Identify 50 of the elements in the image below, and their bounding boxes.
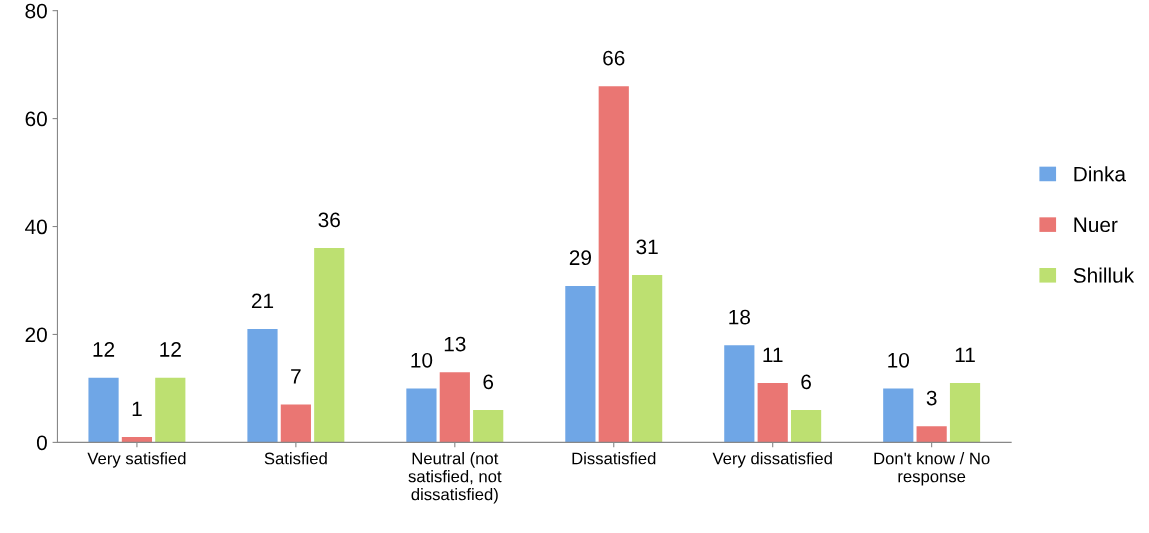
- bar: [724, 345, 755, 443]
- x-tick-label: Very dissatisfied: [712, 452, 832, 468]
- legend-label: Shilluk: [1073, 267, 1135, 283]
- y-tick-label: 40: [25, 219, 47, 235]
- x-tick-label: Don't know / No response: [874, 452, 990, 486]
- y-tick-label: 60: [25, 111, 47, 127]
- x-tick-label: Neutral (not satisfied, not dissatisfied): [408, 452, 502, 504]
- bar: [757, 383, 788, 443]
- bar: [247, 329, 278, 443]
- data-label: 12: [160, 342, 181, 357]
- data-label: 13: [444, 336, 466, 352]
- data-label: 7: [291, 369, 301, 384]
- data-label: 10: [888, 352, 910, 368]
- bar: [790, 410, 822, 443]
- bar: [406, 388, 437, 443]
- data-label: 18: [729, 309, 751, 325]
- data-label: 1: [132, 401, 142, 416]
- x-tick-label: Dissatisfied: [572, 452, 656, 465]
- legend-label: Dinka: [1074, 166, 1126, 182]
- data-label: 21: [251, 293, 274, 309]
- data-label: 29: [569, 250, 591, 266]
- bar: [949, 383, 981, 443]
- y-tick-label: 20: [25, 327, 47, 343]
- data-label: 66: [603, 50, 625, 66]
- x-tick-label: Very satisfied: [87, 452, 186, 468]
- y-tick-label: 0: [36, 435, 47, 451]
- data-label: 6: [483, 374, 494, 390]
- bar: [280, 404, 311, 443]
- data-label: 6: [801, 374, 811, 390]
- data-label: 36: [318, 212, 340, 228]
- data-label: 3: [926, 390, 937, 406]
- legend-label: Nuer: [1074, 217, 1118, 233]
- bar: [632, 275, 663, 443]
- bar: [565, 285, 596, 443]
- bar: [88, 377, 119, 443]
- bar: [155, 377, 186, 443]
- bar: [883, 388, 914, 443]
- bar: [439, 372, 470, 443]
- x-tick-label: Satisfied: [264, 452, 327, 465]
- data-label: 11: [763, 347, 783, 363]
- y-tick-label: 80: [25, 3, 47, 19]
- data-label: 10: [411, 352, 433, 368]
- bar: [314, 248, 345, 443]
- bar: [473, 410, 504, 443]
- data-label: 11: [955, 347, 975, 363]
- data-label: 31: [636, 239, 658, 255]
- bar: [598, 86, 629, 443]
- bar: [916, 426, 947, 443]
- data-label: 12: [93, 342, 115, 357]
- bar: [121, 436, 153, 443]
